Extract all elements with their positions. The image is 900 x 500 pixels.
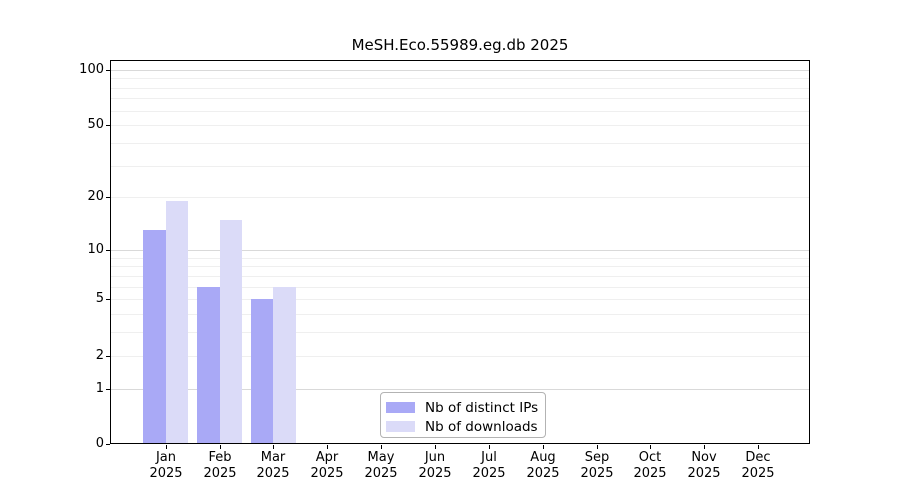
bar-downloads-feb [219,220,242,443]
y-tick-label: 0 [95,436,104,451]
y-tick-mark [106,250,110,251]
x-tick-mark [489,445,490,449]
bar-ips-feb [197,287,220,443]
gridline [111,250,809,251]
y-tick-mark [106,356,110,357]
x-tick-mark [650,445,651,449]
y-tick-mark [106,444,110,445]
gridline [111,332,809,333]
gridline [111,143,809,144]
y-tick-mark [106,389,110,390]
x-tick-mark [381,445,382,449]
legend-label-distinct-ips: Nb of distinct IPs [425,399,539,416]
x-tick-label: Jan 2025 [149,450,183,481]
y-tick-label: 20 [87,189,104,204]
x-tick-mark [220,445,221,449]
legend-swatch-distinct-ips-icon [386,402,415,413]
bar-ips-mar [251,299,274,443]
x-tick-label: Sep 2025 [580,450,614,481]
y-tick-label: 1 [95,381,104,396]
gridline [111,166,809,167]
bar-downloads-mar [273,287,296,443]
gridline [111,111,809,112]
gridline [111,88,809,89]
x-tick-mark [704,445,705,449]
y-tick-mark [106,70,110,71]
x-tick-mark [758,445,759,449]
legend: Nb of distinct IPs Nb of downloads [380,392,546,438]
x-tick-mark [597,445,598,449]
x-tick-label: Apr 2025 [310,450,344,481]
gridline [111,389,809,390]
legend-label-downloads: Nb of downloads [425,418,538,435]
gridline [111,258,809,259]
x-tick-label: Dec 2025 [741,450,775,481]
bar-downloads-jan [165,201,188,443]
y-tick-mark [106,197,110,198]
x-tick-label: Oct 2025 [633,450,667,481]
bar-ips-jan [143,230,166,443]
y-tick-mark [106,125,110,126]
gridline [111,78,809,79]
gridline [111,125,809,126]
x-tick-label: Jul 2025 [472,450,506,481]
chart-title: MeSH.Eco.55989.eg.db 2025 [351,36,569,54]
gridline [111,287,809,288]
x-tick-mark [435,445,436,449]
plot-area [110,60,810,444]
x-tick-label: May 2025 [364,450,398,481]
gridline [111,70,809,71]
legend-item-distinct-ips: Nb of distinct IPs [386,398,539,417]
gridline [111,356,809,357]
y-tick-label: 100 [79,62,104,77]
x-tick-mark [273,445,274,449]
y-tick-label: 5 [95,291,104,306]
gridline [111,266,809,267]
x-tick-label: Feb 2025 [203,450,237,481]
gridline [111,276,809,277]
x-tick-mark [543,445,544,449]
x-tick-mark [166,445,167,449]
gridline [111,98,809,99]
y-tick-label: 2 [95,348,104,363]
y-tick-mark [106,299,110,300]
legend-swatch-downloads-icon [386,421,415,432]
legend-item-downloads: Nb of downloads [386,417,539,436]
x-tick-label: Mar 2025 [256,450,290,481]
x-tick-label: Nov 2025 [687,450,721,481]
gridline [111,314,809,315]
x-tick-label: Aug 2025 [526,450,560,481]
y-tick-label: 10 [87,242,104,257]
y-tick-label: 50 [87,117,104,132]
x-tick-label: Jun 2025 [418,450,452,481]
gridline [111,197,809,198]
gridline [111,299,809,300]
x-tick-mark [327,445,328,449]
